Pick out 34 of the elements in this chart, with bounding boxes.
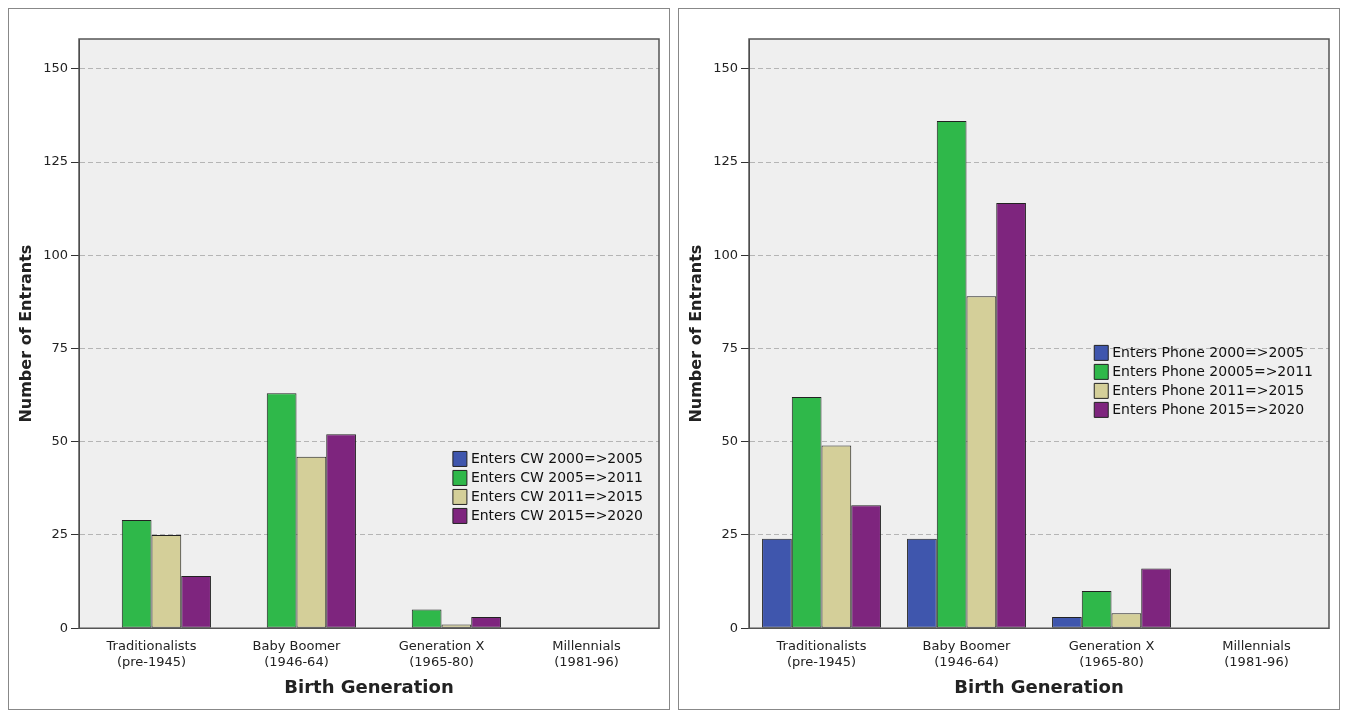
y-tick-label: 75: [51, 339, 69, 355]
legend-label: Enters Phone 2011=>2015: [1112, 382, 1305, 399]
legend-label: Enters Phone 20005=>2011: [1112, 363, 1313, 380]
y-tick-label: 50: [51, 433, 69, 449]
y-tick-label: 50: [721, 433, 739, 449]
x-axis-title: Birth Generation: [954, 675, 1124, 697]
legend-label: Enters Phone 2000=>2005: [1112, 344, 1305, 361]
y-tick-label: 100: [43, 246, 69, 262]
x-axis-title: Birth Generation: [284, 675, 454, 697]
x-tick-label: Millennials (1981-96): [1222, 638, 1291, 669]
x-tick-label: Baby Boomer (1946-64): [252, 638, 342, 669]
legend-label: Enters CW 2011=>2015: [470, 488, 643, 505]
y-tick-label: 25: [51, 526, 69, 542]
x-tick-label: Generation X (1965-80): [1068, 638, 1155, 669]
y-tick-label: 0: [59, 619, 69, 635]
x-tick-label: Millennials (1981-96): [552, 638, 621, 669]
legend-label: Enters CW 2000=>2005: [470, 450, 643, 467]
y-tick-label: 0: [729, 619, 739, 635]
x-tick-label: Traditionalists (pre-1945): [775, 638, 867, 669]
y-tick-label: 100: [713, 246, 739, 262]
y-tick-label: 150: [43, 60, 69, 76]
y-tick-label: 25: [721, 526, 739, 542]
y-tick-label: 75: [721, 339, 739, 355]
x-tick-label: Baby Boomer (1946-64): [922, 638, 1012, 669]
y-tick-label: 125: [713, 153, 739, 169]
legend-label: Enters Phone 2015=>2020: [1112, 401, 1305, 418]
legend-label: Enters CW 2015=>2020: [470, 507, 643, 524]
legend-label: Enters CW 2005=>2011: [470, 469, 643, 486]
y-tick-label: 150: [713, 60, 739, 76]
y-axis-title: Number of Entrants: [15, 244, 35, 423]
y-axis-title: Number of Entrants: [685, 244, 705, 423]
y-tick-label: 125: [43, 153, 69, 169]
x-tick-label: Generation X (1965-80): [398, 638, 485, 669]
x-tick-label: Traditionalists (pre-1945): [105, 638, 197, 669]
